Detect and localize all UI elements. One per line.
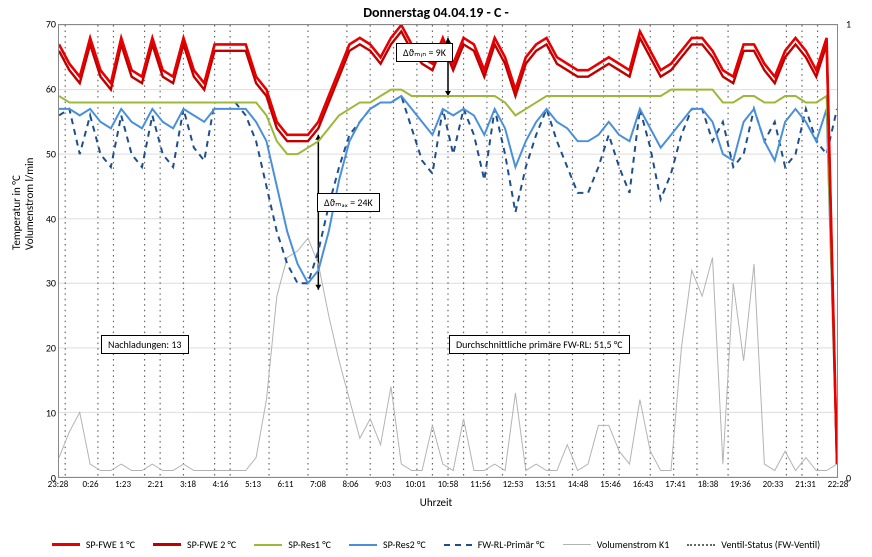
plot-svg <box>59 25 837 477</box>
x-tick: 8:06 <box>342 479 358 490</box>
y-tick-left: 40 <box>46 212 56 225</box>
x-tick: 22:28 <box>828 479 849 490</box>
y-axis-left: 010203040506070 <box>36 24 58 478</box>
legend-swatch <box>52 543 80 546</box>
x-axis: 23:280:261:232:213:184:165:136:117:088:0… <box>58 477 838 497</box>
legend-label: Ventil-Status (FW-Ventil) <box>721 538 820 551</box>
x-tick: 12:53 <box>503 479 524 490</box>
x-tick: 0:26 <box>82 479 98 490</box>
y-tick-left: 60 <box>46 82 56 95</box>
legend-label: FW-RL-Primär °C <box>478 538 545 551</box>
x-tick: 5:13 <box>245 479 261 490</box>
x-tick: 18:38 <box>698 479 719 490</box>
legend-label: SP-FWE 1 °C <box>86 538 135 551</box>
x-tick: 15:46 <box>600 479 621 490</box>
x-tick: 19:36 <box>730 479 751 490</box>
annotation-avg-rl: Durchschnittliche primäre FW-RL: 51,5 °C <box>449 335 630 354</box>
legend-item: FW-RL-Primär °C <box>444 538 545 551</box>
legend-label: SP-FWE 2 °C <box>187 538 236 551</box>
y-tick-right: 1 <box>846 18 851 31</box>
legend-item: SP-FWE 1 °C <box>52 538 135 551</box>
y-tick-left: 70 <box>46 18 56 31</box>
x-tick: 17:41 <box>665 479 686 490</box>
legend-swatch <box>153 543 181 546</box>
x-tick: 2:21 <box>147 479 163 490</box>
legend-swatch <box>687 544 715 546</box>
x-tick: 10:01 <box>405 479 426 490</box>
legend-item: Volumenstrom K1 <box>563 538 670 551</box>
x-tick: 13:51 <box>535 479 556 490</box>
legend-swatch <box>254 544 282 546</box>
annotation-delta-max: Δϑₘₐₓ = 24K <box>317 193 380 212</box>
y-axis-right: 01 <box>846 24 860 478</box>
chart-container: Donnerstag 04.04.19 - C - Temperatur in … <box>0 0 872 557</box>
x-tick: 20:33 <box>763 479 784 490</box>
x-tick: 16:43 <box>633 479 654 490</box>
legend-swatch <box>444 544 472 546</box>
legend: SP-FWE 1 °C SP-FWE 2 °C SP-Res1 °C SP-Res2 … <box>0 538 872 551</box>
x-tick: 9:03 <box>375 479 391 490</box>
plot-area: Δϑₘᵢₙ = 9K Δϑₘₐₓ = 24K Nachladungen: 13 … <box>58 24 838 478</box>
x-tick: 4:16 <box>212 479 228 490</box>
annotation-nachladungen: Nachladungen: 13 <box>101 335 189 354</box>
legend-swatch <box>563 544 591 545</box>
annotation-delta-min: Δϑₘᵢₙ = 9K <box>396 43 453 62</box>
legend-label: SP-Res1 °C <box>288 538 331 551</box>
x-axis-label: Uhrzeit <box>420 496 452 509</box>
x-tick: 14:48 <box>568 479 589 490</box>
x-tick: 6:11 <box>277 479 293 490</box>
y-axis-left-label: Temperatur in °C Volumenstrom l/min <box>10 158 36 250</box>
x-tick: 21:31 <box>795 479 816 490</box>
x-tick: 10:58 <box>438 479 459 490</box>
y-tick-left: 10 <box>46 407 56 420</box>
y-tick-left: 30 <box>46 277 56 290</box>
legend-label: Volumenstrom K1 <box>597 538 670 551</box>
legend-item: SP-Res2 °C <box>349 538 426 551</box>
x-tick: 11:56 <box>470 479 491 490</box>
legend-swatch <box>349 544 377 546</box>
legend-item: SP-Res1 °C <box>254 538 331 551</box>
x-tick: 3:18 <box>180 479 196 490</box>
legend-item: SP-FWE 2 °C <box>153 538 236 551</box>
y-tick-left: 20 <box>46 342 56 355</box>
y-tick-left: 50 <box>46 147 56 160</box>
x-tick: 1:23 <box>115 479 131 490</box>
x-tick: 7:08 <box>310 479 326 490</box>
legend-label: SP-Res2 °C <box>383 538 426 551</box>
chart-title: Donnerstag 04.04.19 - C - <box>0 4 872 21</box>
x-tick: 23:28 <box>48 479 69 490</box>
legend-item: Ventil-Status (FW-Ventil) <box>687 538 820 551</box>
